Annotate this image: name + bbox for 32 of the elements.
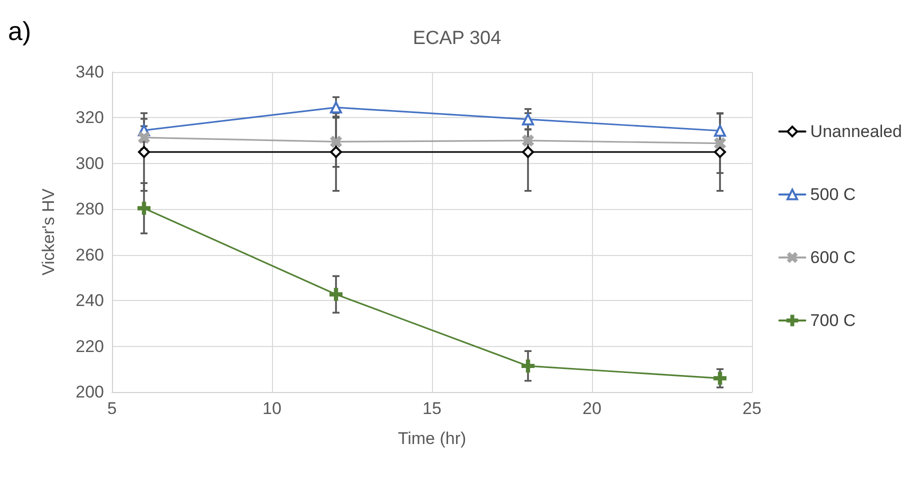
legend-label: 700 C xyxy=(810,311,856,330)
x-tick-label: 15 xyxy=(422,399,442,418)
point xyxy=(330,136,342,148)
point xyxy=(522,359,534,372)
point xyxy=(714,124,726,137)
y-tick-label: 340 xyxy=(76,62,104,82)
point xyxy=(714,372,726,385)
y-tick-label: 280 xyxy=(76,200,104,219)
y-tick-label: 220 xyxy=(76,336,104,356)
y-tick-label: 240 xyxy=(76,291,104,310)
point xyxy=(138,202,150,215)
legend-label: Unannealed xyxy=(810,122,902,141)
point xyxy=(522,146,534,158)
y-tick-label: 320 xyxy=(76,108,104,128)
x-axis-title: Time (hr) xyxy=(398,429,466,448)
point xyxy=(522,134,534,146)
legend-label: 600 C xyxy=(810,248,856,267)
x-tick-label: 10 xyxy=(262,399,282,418)
point xyxy=(714,146,726,158)
y-axis-title: Vicker's HV xyxy=(39,188,58,276)
point xyxy=(714,138,726,149)
legend-label: 500 C xyxy=(810,185,856,204)
chart-title: ECAP 304 xyxy=(412,28,502,49)
x-tick-label: 5 xyxy=(107,399,117,418)
y-tick-label: 200 xyxy=(76,382,104,402)
text: a) xyxy=(8,16,32,46)
point xyxy=(330,288,342,301)
y-tick-label: 300 xyxy=(76,154,104,173)
y-tick-label: 260 xyxy=(76,245,104,264)
x-tick-label: 20 xyxy=(582,399,602,418)
point xyxy=(330,146,342,158)
x-tick-label: 25 xyxy=(742,399,762,418)
